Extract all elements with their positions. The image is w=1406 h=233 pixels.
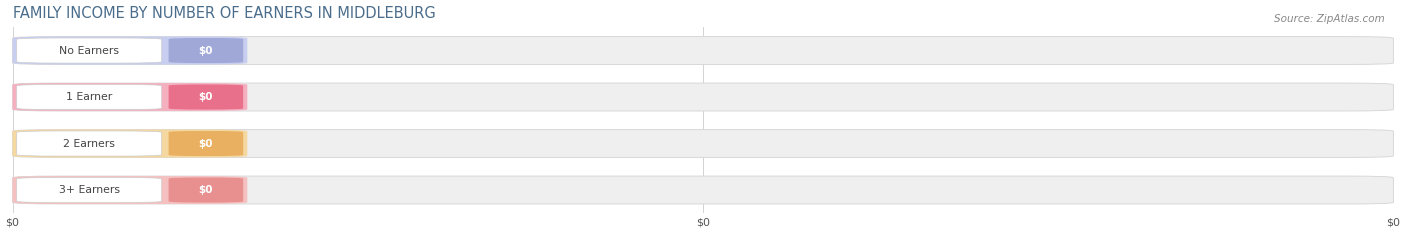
- Text: $0: $0: [198, 185, 214, 195]
- FancyBboxPatch shape: [13, 176, 247, 204]
- FancyBboxPatch shape: [17, 178, 162, 202]
- FancyBboxPatch shape: [169, 131, 243, 156]
- FancyBboxPatch shape: [13, 37, 1393, 65]
- FancyBboxPatch shape: [13, 83, 1393, 111]
- FancyBboxPatch shape: [13, 37, 247, 65]
- FancyBboxPatch shape: [17, 131, 162, 156]
- FancyBboxPatch shape: [169, 178, 243, 202]
- Text: Source: ZipAtlas.com: Source: ZipAtlas.com: [1274, 14, 1385, 24]
- Text: FAMILY INCOME BY NUMBER OF EARNERS IN MIDDLEBURG: FAMILY INCOME BY NUMBER OF EARNERS IN MI…: [13, 6, 436, 21]
- Text: $0: $0: [198, 92, 214, 102]
- FancyBboxPatch shape: [13, 176, 1393, 204]
- FancyBboxPatch shape: [169, 38, 243, 63]
- FancyBboxPatch shape: [17, 38, 162, 63]
- FancyBboxPatch shape: [13, 130, 247, 158]
- Text: $0: $0: [198, 139, 214, 148]
- Text: 1 Earner: 1 Earner: [66, 92, 112, 102]
- FancyBboxPatch shape: [17, 85, 162, 110]
- FancyBboxPatch shape: [169, 85, 243, 110]
- Text: 3+ Earners: 3+ Earners: [59, 185, 120, 195]
- Text: No Earners: No Earners: [59, 45, 120, 55]
- FancyBboxPatch shape: [13, 130, 1393, 158]
- Text: 2 Earners: 2 Earners: [63, 139, 115, 148]
- FancyBboxPatch shape: [13, 83, 247, 111]
- Text: $0: $0: [198, 45, 214, 55]
